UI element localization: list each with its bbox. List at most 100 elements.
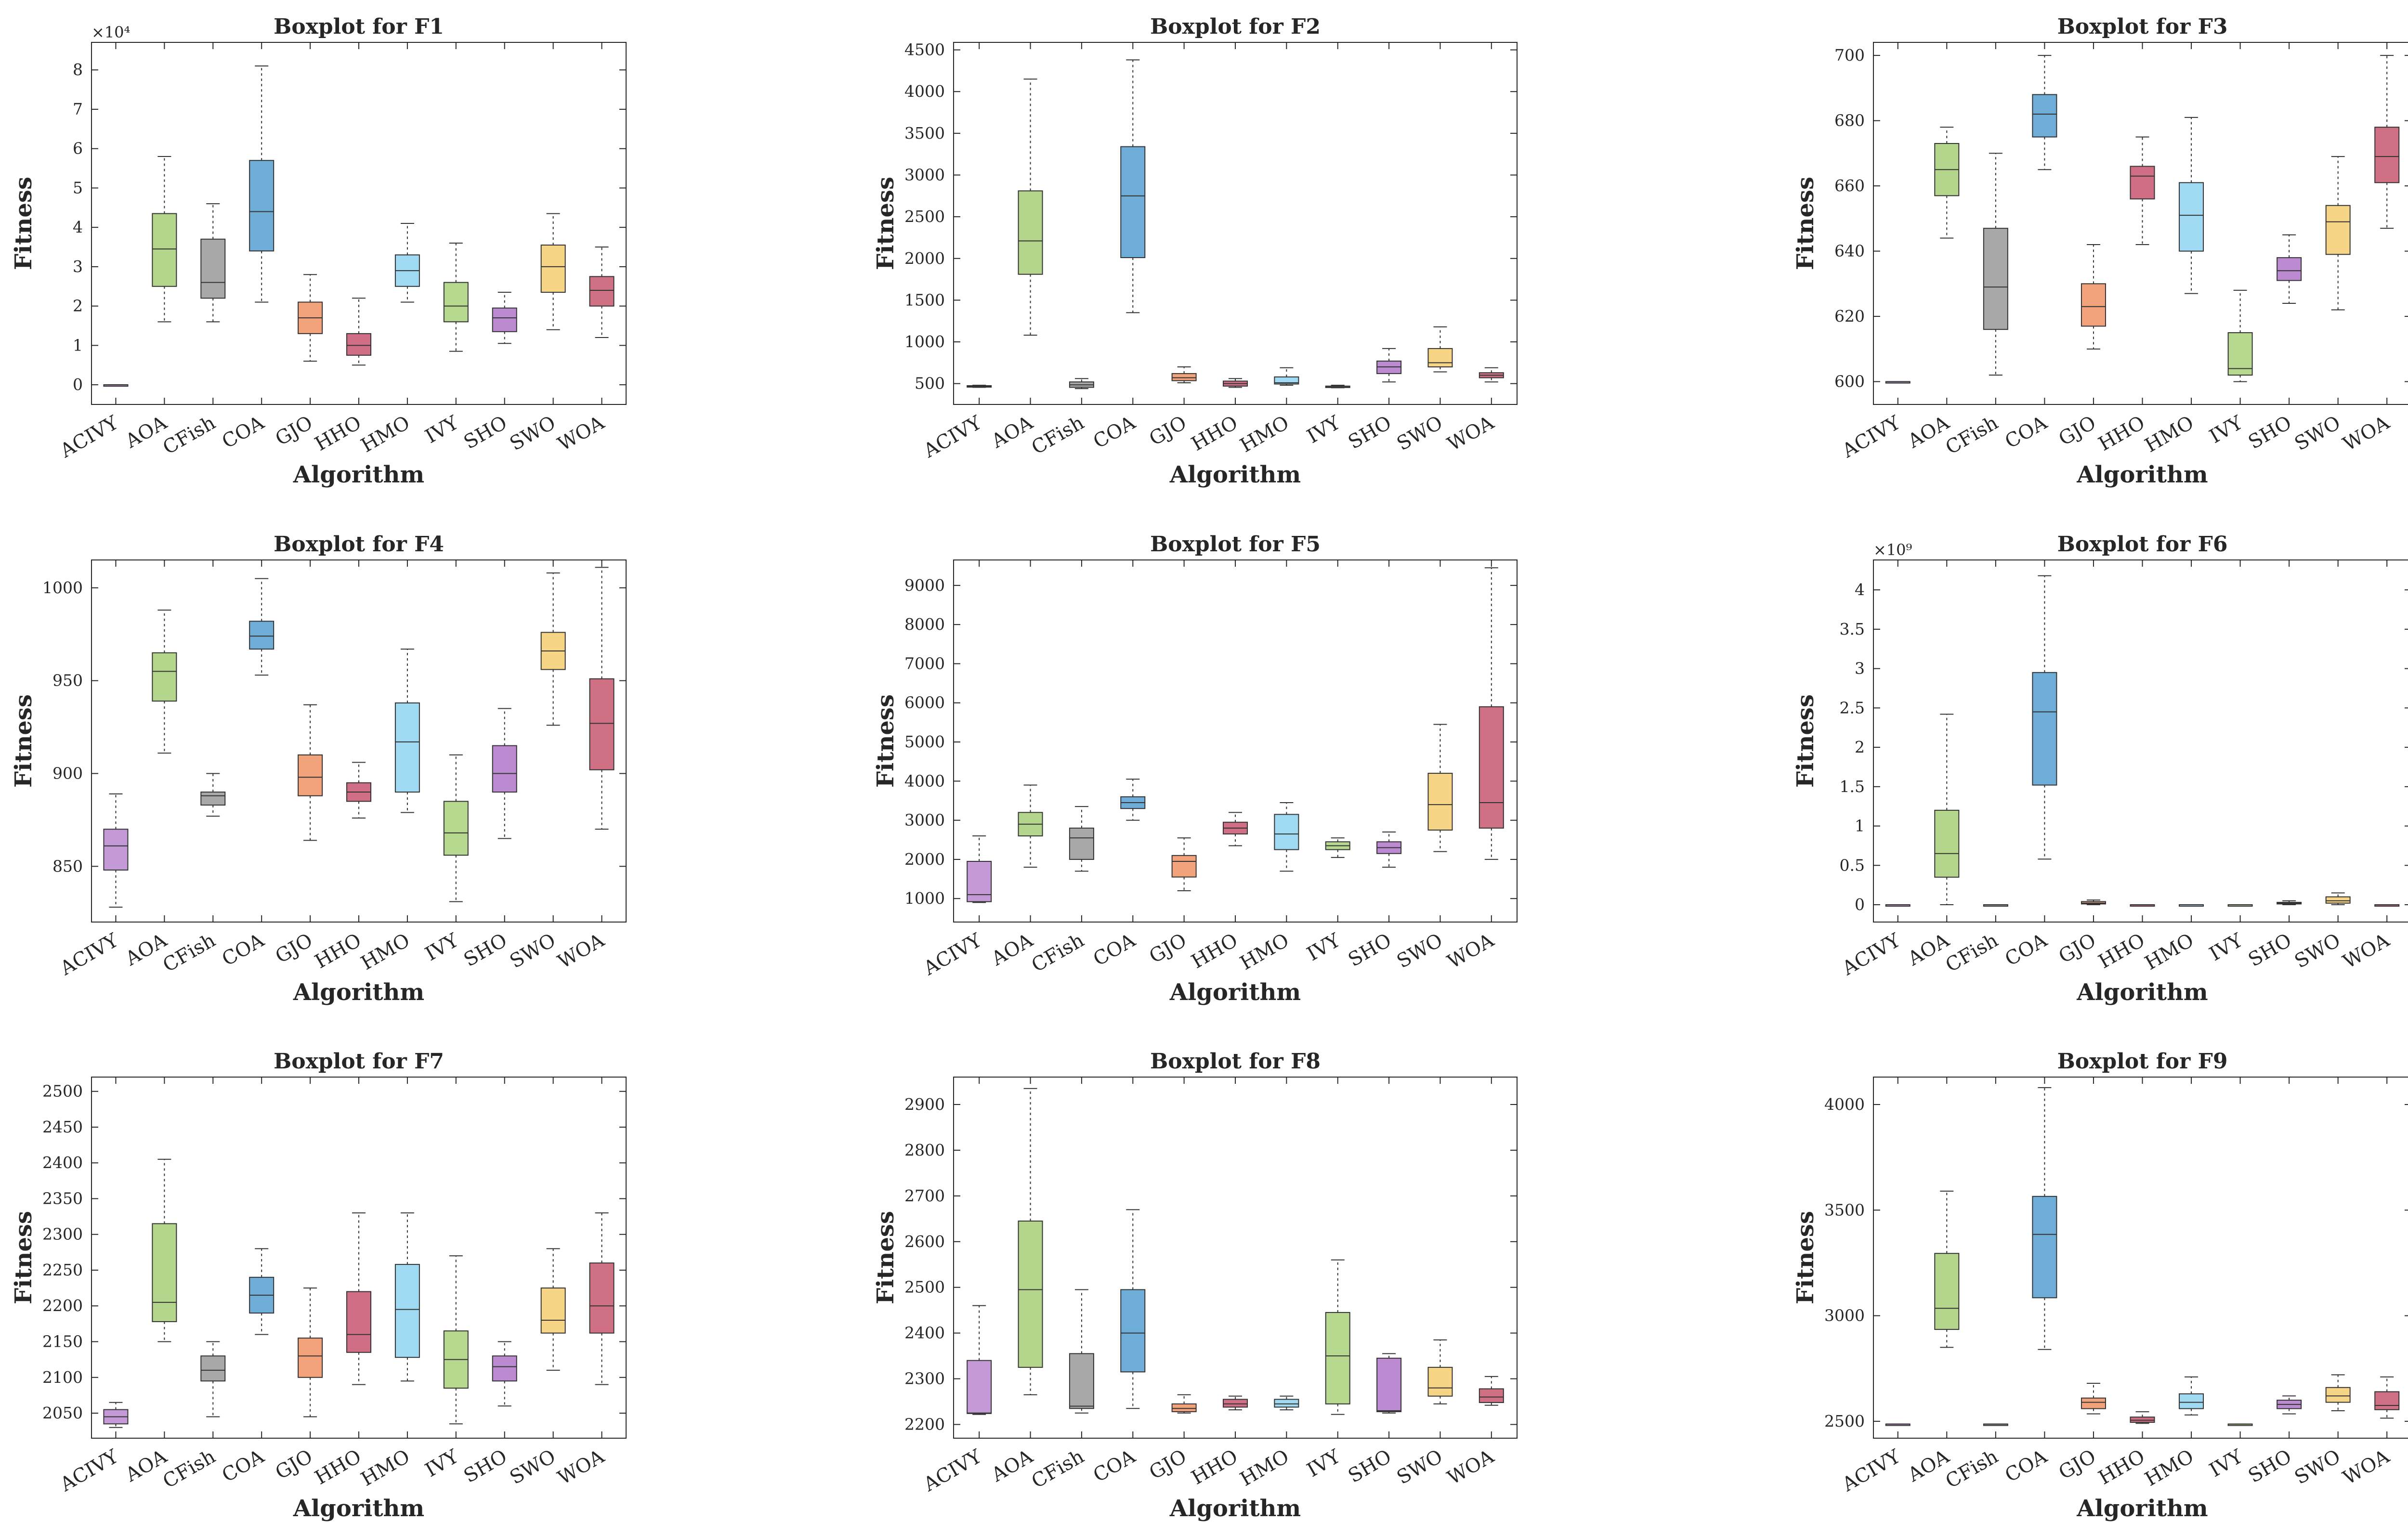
y-tick-label: 2300: [904, 1369, 945, 1388]
iqr-box: [1018, 190, 1043, 275]
iqr-box: [2032, 94, 2057, 138]
plot-area-frame: [953, 1077, 1518, 1439]
iqr-box: [589, 1262, 615, 1334]
box-ivy: [2227, 904, 2253, 907]
y-tick-label: 680: [1834, 111, 1865, 130]
box-cfish: [1983, 904, 2008, 907]
x-tick-label: GJO: [272, 929, 316, 968]
x-tick-label: WOA: [1444, 1445, 1498, 1489]
x-tick-label: AOA: [987, 411, 1037, 453]
x-tick-label: SHO: [2245, 412, 2295, 454]
box-hho: [1223, 812, 1248, 846]
x-axis-label: Algorithm: [1169, 461, 1301, 488]
iqr-box: [1479, 1388, 1504, 1403]
y-tick-label: 3: [73, 257, 83, 276]
x-tick-label: GJO: [2055, 412, 2100, 450]
iqr-box: [152, 652, 177, 702]
x-tick-label: WOA: [1444, 411, 1498, 455]
box-gjo: [298, 1287, 323, 1417]
chart-title: Boxplot for F2: [1150, 14, 1321, 39]
iqr-box: [2179, 182, 2204, 252]
y-tick-label: 2400: [42, 1153, 83, 1172]
iqr-box: [1983, 228, 2008, 330]
box-hho: [346, 762, 371, 819]
y-tick-label: 9000: [904, 576, 945, 595]
x-tick-label: ACIVY: [1838, 412, 1904, 463]
x-axis-label: Algorithm: [293, 1495, 424, 1522]
box-coa: [2032, 575, 2057, 860]
x-tick-label: GJO: [272, 412, 316, 450]
box-sho: [2277, 1395, 2302, 1415]
box-cfish: [1069, 1289, 1094, 1414]
x-tick-label: HHO: [311, 929, 365, 973]
iqr-box: [2325, 205, 2351, 255]
box-sho: [492, 1341, 517, 1407]
box-ivy: [443, 242, 469, 352]
chart-panel-7: 2050 2100 2150 2200 2250 2300 2350 2400 2450 2500…: [10, 1049, 627, 1522]
y-tick-label: 2600: [904, 1232, 945, 1251]
box-cfish: [1069, 806, 1094, 872]
x-tick-label: COA: [1089, 1445, 1139, 1487]
x-tick-label: ACIVY: [919, 929, 985, 980]
y-tick-label: 2250: [42, 1261, 83, 1279]
y-scale-multiplier: ×10⁴: [92, 23, 130, 41]
box-cfish: [1983, 153, 2008, 376]
y-tick-label: 640: [1834, 242, 1865, 260]
x-tick-label: WOA: [554, 411, 609, 455]
box-woa: [2374, 55, 2400, 229]
y-tick-label: 1: [73, 336, 83, 354]
box-acivy: [967, 1305, 992, 1415]
y-tick-label: 3000: [904, 166, 945, 184]
box-acivy: [1885, 1423, 1911, 1426]
y-tick-label: 500: [915, 374, 945, 393]
iqr-box: [443, 801, 469, 856]
box-coa: [1120, 779, 1146, 821]
iqr-box: [1274, 376, 1299, 385]
box-sho: [492, 292, 517, 344]
chart-panel-2: 500 1000 1500 2000 2500 3000 3500 4000 4500 ACIVY…: [872, 14, 1518, 488]
x-tick-label: ACIVY: [919, 412, 985, 463]
y-tick-label: 6: [73, 139, 83, 158]
y-tick-label: 2500: [42, 1082, 83, 1101]
x-tick-label: SHO: [460, 1445, 510, 1487]
x-tick-label: IVY: [421, 929, 462, 966]
x-tick-label: ACIVY: [1838, 929, 1904, 980]
x-tick-label: IVY: [2206, 412, 2247, 448]
box-ivy: [443, 754, 469, 902]
y-tick-label: 4000: [904, 82, 945, 101]
chart-title: Boxplot for F4: [274, 532, 444, 557]
iqr-box: [589, 276, 615, 307]
box-gjo: [2081, 899, 2106, 906]
iqr-box: [2130, 166, 2155, 200]
x-tick-label: HMO: [2141, 929, 2198, 975]
box-swo: [2325, 892, 2351, 906]
x-tick-label: COA: [218, 929, 268, 971]
iqr-box: [1427, 348, 1453, 368]
y-tick-label: 2100: [42, 1368, 83, 1387]
box-sho: [2277, 234, 2302, 304]
y-tick-label: 2: [73, 297, 83, 315]
box-swo: [2325, 1374, 2351, 1411]
y-tick-label: 2500: [1824, 1412, 1865, 1430]
y-tick-label: 7000: [904, 654, 945, 673]
y-tick-label: 1: [1855, 817, 1865, 835]
box-acivy: [103, 793, 129, 908]
y-tick-label: 620: [1834, 307, 1865, 325]
x-tick-label: IVY: [421, 412, 462, 448]
y-tick-label: 3.5: [1840, 620, 1865, 638]
y-tick-label: 2450: [42, 1118, 83, 1136]
x-tick-label: SWO: [1393, 412, 1447, 455]
box-acivy: [103, 1402, 129, 1428]
box-woa: [2374, 904, 2400, 907]
box-ivy: [443, 1255, 469, 1425]
x-tick-label: CFish: [1028, 412, 1088, 459]
chart-title: Boxplot for F5: [1150, 532, 1321, 557]
box-swo: [540, 213, 566, 330]
x-tick-label: ACIVY: [56, 1445, 122, 1496]
box-coa: [249, 65, 275, 303]
box-swo: [2325, 156, 2351, 311]
iqr-box: [1479, 706, 1504, 829]
x-tick-label: HMO: [1236, 412, 1293, 457]
box-hmo: [2179, 1376, 2204, 1416]
box-hmo: [1274, 367, 1299, 386]
